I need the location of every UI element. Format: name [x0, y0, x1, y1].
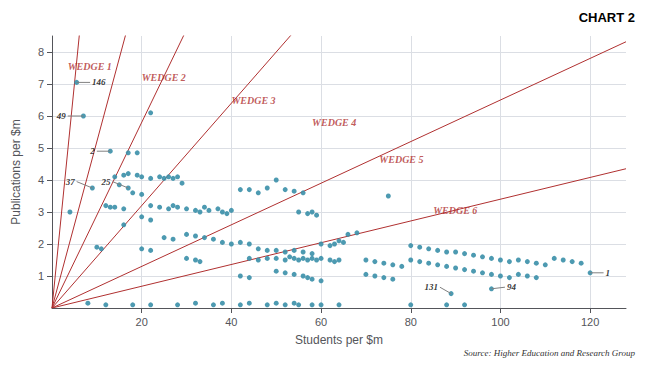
svg-text:3: 3 [38, 206, 44, 218]
svg-text:131: 131 [424, 282, 438, 292]
svg-text:WEDGE 5: WEDGE 5 [379, 154, 423, 165]
svg-text:1: 1 [606, 268, 611, 278]
svg-text:WEDGE 1: WEDGE 1 [68, 61, 112, 72]
svg-text:94: 94 [507, 282, 516, 292]
svg-text:2: 2 [89, 146, 95, 156]
svg-text:6: 6 [38, 110, 44, 122]
svg-text:37: 37 [65, 177, 76, 187]
svg-text:CHART 2: CHART 2 [579, 10, 635, 25]
svg-text:4: 4 [38, 174, 44, 186]
svg-text:1: 1 [38, 270, 44, 282]
svg-text:80: 80 [405, 316, 417, 328]
svg-text:146: 146 [92, 77, 106, 87]
svg-text:Students per $m: Students per $m [295, 333, 383, 347]
svg-text:20: 20 [136, 316, 148, 328]
svg-text:25: 25 [101, 177, 112, 187]
svg-text:7: 7 [38, 78, 44, 90]
svg-text:Source: Higher Education and R: Source: Higher Education and Research Gr… [464, 348, 636, 358]
svg-text:60: 60 [315, 316, 327, 328]
svg-text:49: 49 [56, 111, 67, 121]
svg-text:40: 40 [225, 316, 237, 328]
svg-text:120: 120 [581, 316, 599, 328]
svg-text:Publications per $m: Publications per $m [9, 119, 23, 224]
svg-text:WEDGE 2: WEDGE 2 [142, 72, 186, 83]
svg-text:8: 8 [38, 46, 44, 58]
svg-text:WEDGE 4: WEDGE 4 [312, 117, 356, 128]
svg-text:WEDGE 3: WEDGE 3 [231, 95, 275, 106]
svg-text:2: 2 [38, 238, 44, 250]
svg-text:5: 5 [38, 142, 44, 154]
svg-text:100: 100 [491, 316, 509, 328]
svg-text:WEDGE 6: WEDGE 6 [433, 205, 477, 216]
